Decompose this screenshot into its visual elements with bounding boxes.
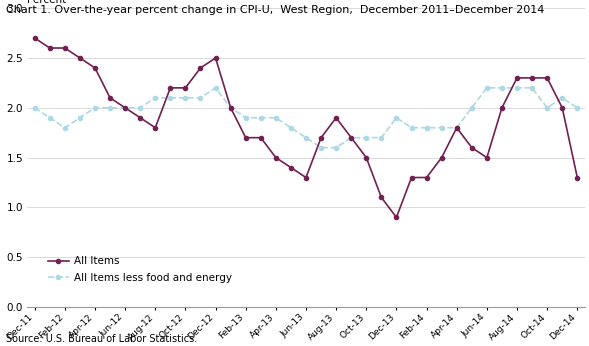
All Items: [77, 56, 84, 60]
All Items: [137, 116, 144, 120]
All Items: [272, 155, 279, 160]
All Items: [544, 76, 551, 80]
All Items: [408, 175, 415, 180]
All Items: [31, 36, 38, 40]
All Items: [484, 155, 491, 160]
All Items: [227, 106, 234, 110]
All Items: [453, 126, 460, 130]
All Items: [438, 155, 445, 160]
All Items: [242, 136, 249, 140]
All Items: [107, 96, 114, 100]
All Items: [182, 86, 189, 90]
All Items less food and energy: [61, 126, 68, 130]
All Items: [91, 66, 98, 70]
All Items: [514, 76, 521, 80]
All Items: [303, 175, 310, 180]
All Items: [468, 146, 475, 150]
All Items less food and energy: [423, 126, 430, 130]
All Items less food and energy: [182, 96, 189, 100]
All Items less food and energy: [212, 86, 219, 90]
All Items less food and energy: [303, 136, 310, 140]
All Items: [333, 116, 340, 120]
All Items less food and energy: [559, 96, 566, 100]
All Items less food and energy: [197, 96, 204, 100]
All Items less food and energy: [484, 86, 491, 90]
All Items less food and energy: [514, 86, 521, 90]
All Items: [528, 76, 535, 80]
All Items less food and energy: [137, 106, 144, 110]
All Items: [61, 46, 68, 50]
All Items less food and energy: [574, 106, 581, 110]
All Items less food and energy: [91, 106, 98, 110]
All Items less food and energy: [317, 146, 325, 150]
All Items: [197, 66, 204, 70]
All Items less food and energy: [528, 86, 535, 90]
All Items less food and energy: [257, 116, 264, 120]
All Items less food and energy: [121, 106, 128, 110]
All Items: [363, 155, 370, 160]
All Items: [47, 46, 54, 50]
All Items less food and energy: [378, 136, 385, 140]
All Items less food and energy: [333, 146, 340, 150]
All Items: [378, 195, 385, 200]
All Items less food and energy: [167, 96, 174, 100]
Line: All Items: All Items: [32, 36, 580, 219]
All Items: [574, 175, 581, 180]
All Items: [121, 106, 128, 110]
All Items less food and energy: [408, 126, 415, 130]
Text: Chart 1. Over-the-year percent change in CPI-U,  West Region,  December 2011–Dec: Chart 1. Over-the-year percent change in…: [6, 5, 544, 15]
All Items: [152, 126, 159, 130]
All Items less food and energy: [544, 106, 551, 110]
All Items: [212, 56, 219, 60]
All Items less food and energy: [227, 106, 234, 110]
Text: Percent: Percent: [27, 0, 67, 5]
Legend: All Items, All Items less food and energy: All Items, All Items less food and energ…: [44, 252, 236, 287]
All Items: [498, 106, 505, 110]
All Items less food and energy: [393, 116, 400, 120]
All Items less food and energy: [152, 96, 159, 100]
All Items: [348, 136, 355, 140]
All Items less food and energy: [498, 86, 505, 90]
All Items less food and energy: [468, 106, 475, 110]
All Items: [393, 215, 400, 219]
All Items: [167, 86, 174, 90]
All Items: [317, 136, 325, 140]
All Items less food and energy: [363, 136, 370, 140]
All Items less food and energy: [453, 126, 460, 130]
All Items: [559, 106, 566, 110]
All Items less food and energy: [47, 116, 54, 120]
All Items less food and energy: [77, 116, 84, 120]
Line: All Items less food and energy: All Items less food and energy: [32, 86, 580, 150]
All Items less food and energy: [242, 116, 249, 120]
All Items: [423, 175, 430, 180]
All Items less food and energy: [107, 106, 114, 110]
All Items less food and energy: [438, 126, 445, 130]
All Items less food and energy: [287, 126, 294, 130]
All Items: [287, 165, 294, 170]
All Items less food and energy: [348, 136, 355, 140]
Text: Source: U.S. Bureau of Labor Statistics.: Source: U.S. Bureau of Labor Statistics.: [6, 334, 197, 344]
All Items: [257, 136, 264, 140]
All Items less food and energy: [272, 116, 279, 120]
All Items less food and energy: [31, 106, 38, 110]
